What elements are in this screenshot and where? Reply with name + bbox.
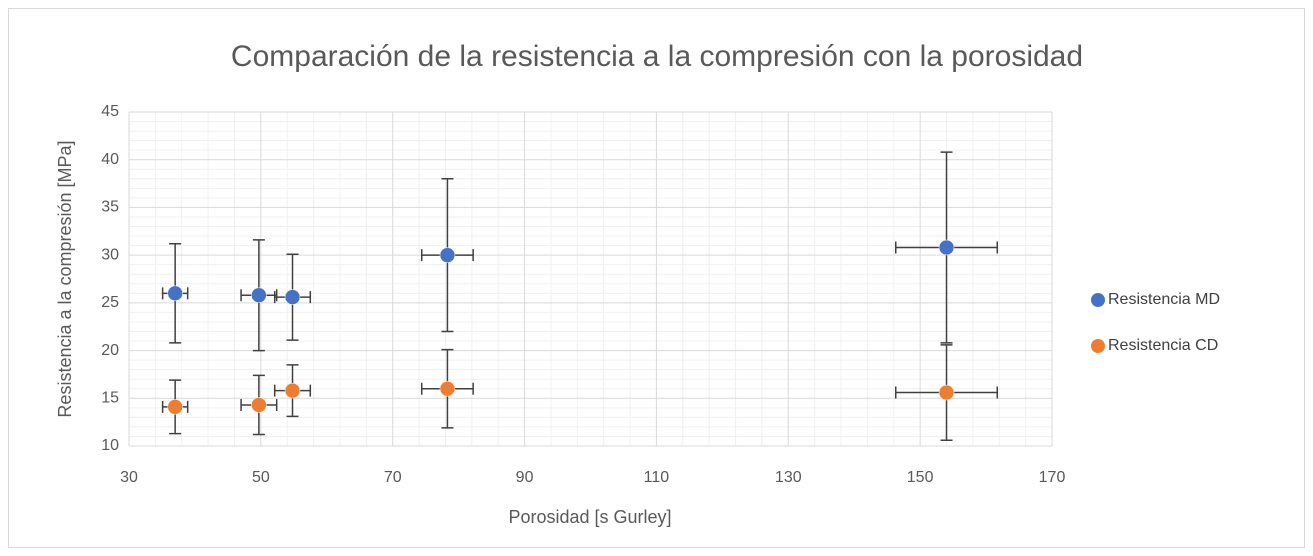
point	[251, 287, 267, 303]
y-tick-label: 30	[101, 246, 119, 263]
point	[167, 399, 183, 415]
y-tick-label: 35	[101, 199, 119, 216]
y-tick-label: 10	[101, 437, 119, 454]
x-tick-label: 130	[775, 469, 802, 486]
legend-marker	[1091, 339, 1105, 353]
point	[439, 380, 456, 397]
point	[938, 384, 955, 401]
y-tick-label: 40	[101, 151, 119, 168]
y-tick-label: 25	[101, 294, 119, 311]
x-tick-label: 30	[120, 469, 138, 486]
x-tick-label: 170	[1039, 469, 1066, 486]
point	[284, 382, 301, 399]
x-tick-label: 90	[516, 469, 534, 486]
y-axis-label: Resistencia a la compresión [MPa]	[55, 140, 75, 417]
x-tick-label: 70	[384, 469, 402, 486]
x-tick-label: 150	[907, 469, 934, 486]
legend-marker	[1091, 293, 1105, 307]
y-tick-label: 20	[101, 342, 119, 359]
chart-title: Comparación de la resistencia a la compr…	[231, 40, 1083, 73]
y-tick-label: 15	[101, 390, 119, 407]
legend-label: Resistencia CD	[1108, 337, 1218, 354]
y-tick-label: 45	[101, 103, 119, 120]
point	[938, 239, 955, 256]
x-tick-label: 110	[644, 469, 670, 486]
legend-label: Resistencia MD	[1108, 291, 1220, 308]
point	[439, 247, 456, 263]
point	[284, 289, 301, 305]
x-tick-label: 50	[252, 469, 270, 486]
point	[167, 285, 183, 302]
point	[251, 397, 267, 413]
x-axis-label: Porosidad [s Gurley]	[508, 507, 671, 527]
